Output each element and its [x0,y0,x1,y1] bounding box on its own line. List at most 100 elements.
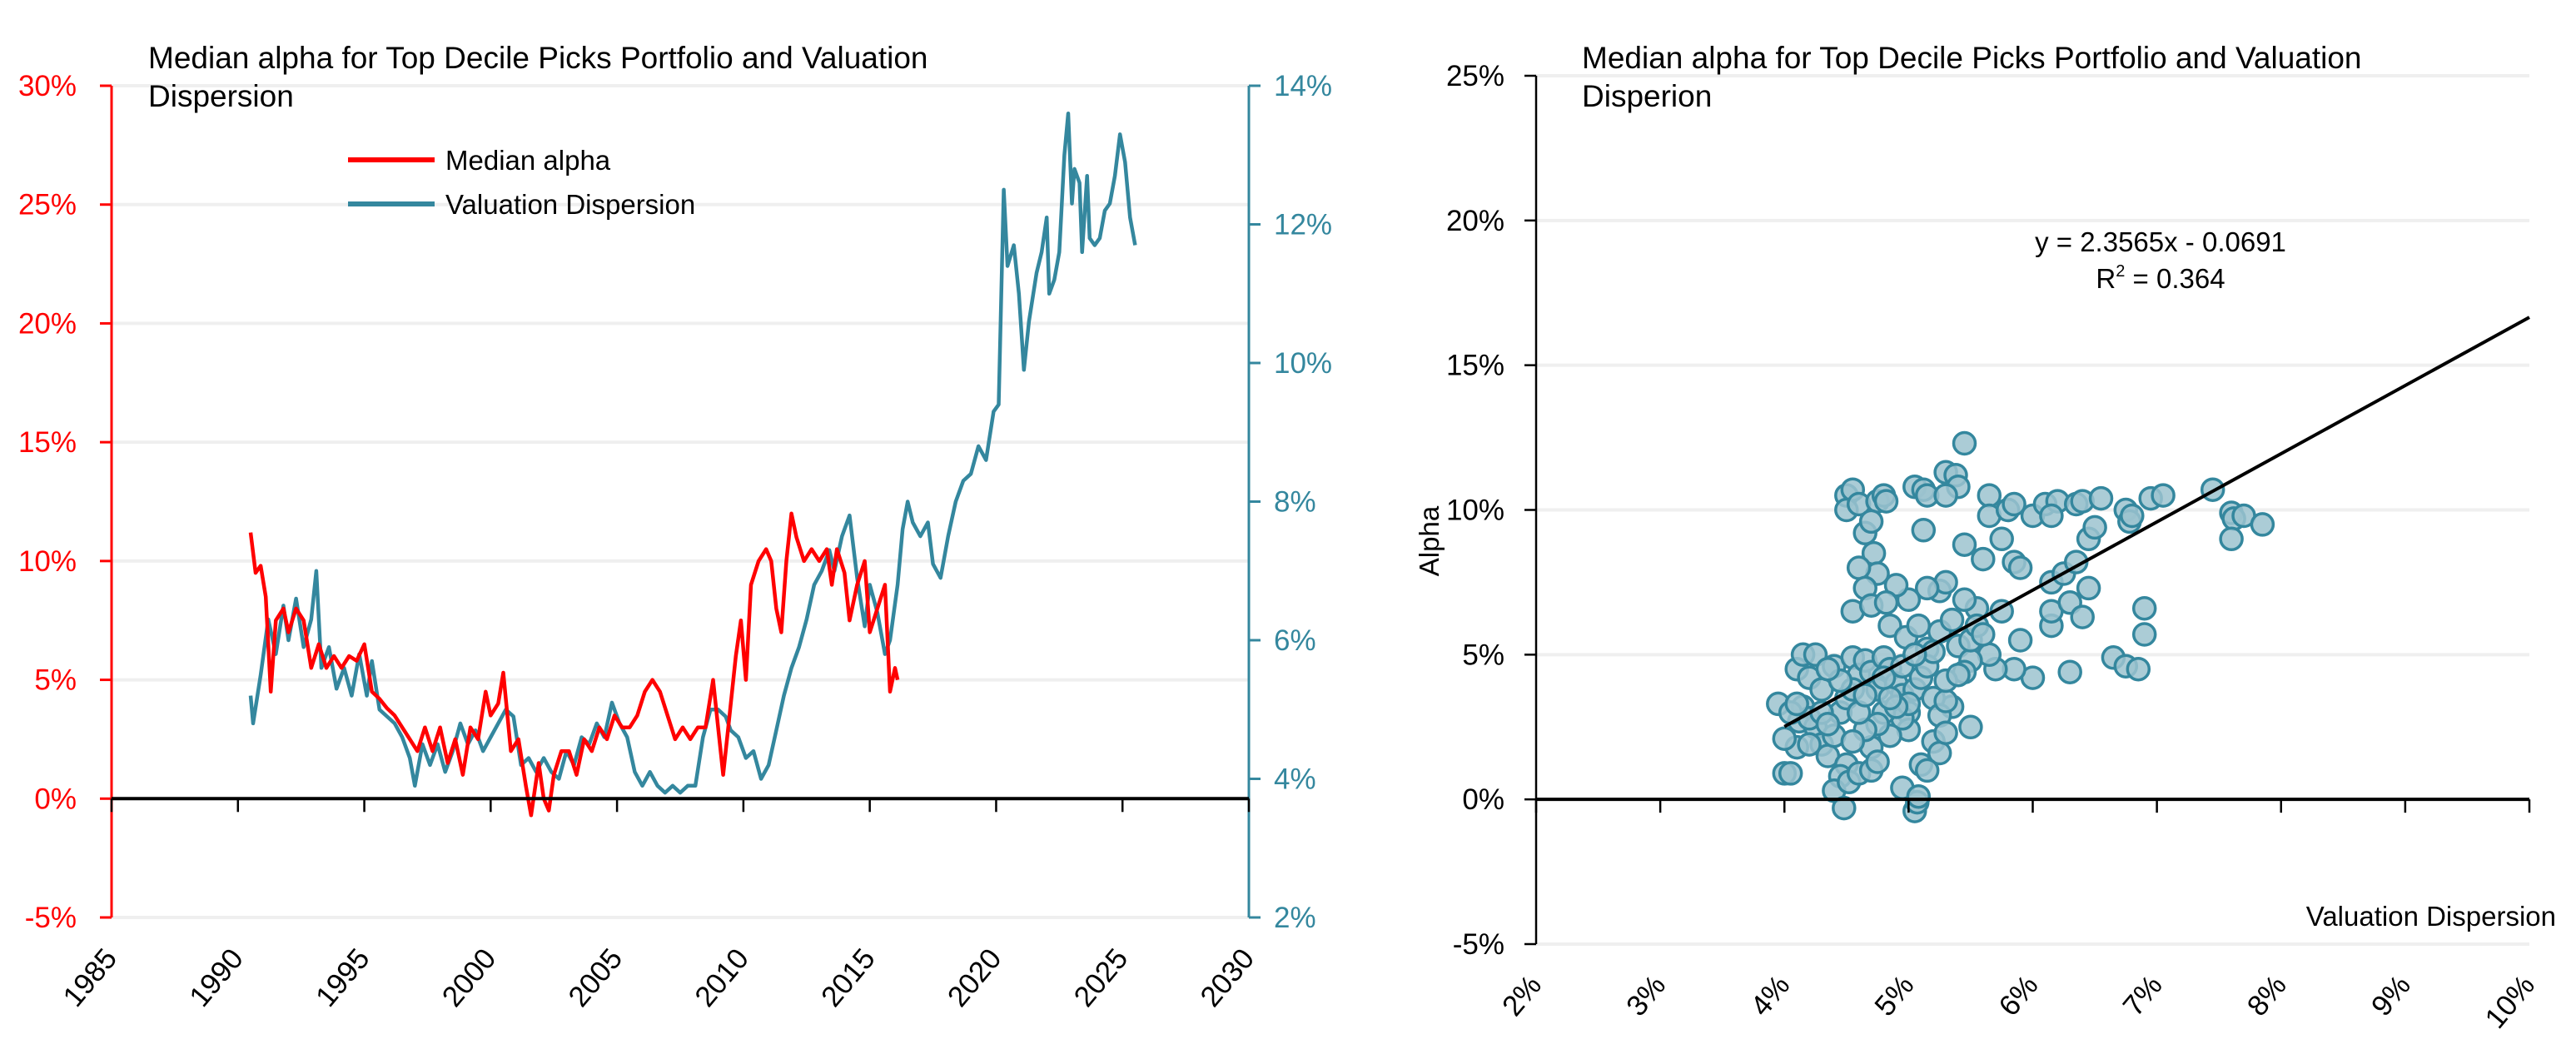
scatter-point [1852,683,1877,708]
scatter-point [1971,622,1996,647]
scatter-point [1933,689,1958,713]
right-y-tick-label: 2% [1274,902,1316,934]
right-y-tick-label: 12% [1274,209,1332,241]
legend-label-median-alpha: Median alpha [445,145,611,176]
scatter-point [2007,555,2033,580]
scatter-point [1873,590,1899,615]
x-tick-label: 9% [2365,969,2417,1022]
valuation-dispersion-line [248,112,1137,795]
scatter-point [1778,761,1803,786]
scatter-point [1840,728,1866,754]
y-axis-label: Alpha [1414,505,1445,576]
scatter-point [1906,613,1932,639]
scatter-point [2151,483,2176,508]
left-y-tick-label: 30% [18,70,77,102]
scatter-point [2007,628,2033,653]
scatter-point [2250,512,2275,537]
scatter-point [1797,732,1822,757]
x-tick-label: 2030 [1194,942,1261,1013]
scatter-point [1772,726,1798,751]
left-chart-title-line1: Median alpha for Top Decile Picks Portfo… [148,41,928,75]
scatter-point [1906,783,1932,809]
left-y-tick-label: 25% [18,189,77,221]
scatter-point [1911,518,1937,543]
scatter-point [2002,491,2026,517]
scatter-point [2039,503,2064,529]
x-tick-label: 6% [1992,969,2044,1022]
right-gridlines [1536,74,2529,946]
scatter-point [1952,532,1977,557]
scatter-chart: Median alpha for Top Decile Picks Portfo… [1414,41,2556,1035]
y-tick-label: 10% [1446,495,1504,527]
scatter-point [1784,691,1809,717]
y-tick-label: 25% [1446,60,1504,92]
scatter-point [1832,795,1857,821]
scatter-point [2131,622,2157,647]
left-y-tick-label: 15% [18,426,77,459]
median-alpha-line [248,511,900,818]
trendline-r-squared: R2 = 0.364 [2096,262,2225,294]
scatter-point [2219,526,2244,552]
time-series-chart: Median alpha for Top Decile Picks Portfo… [18,41,1332,1013]
right-y-tick-label: 4% [1274,763,1316,796]
x-tick-label: 4% [1744,969,1796,1022]
scatter-point [1952,430,1977,456]
scatter-point [2131,595,2157,621]
scatter-point [1952,587,1977,613]
scatter-point [2120,503,2145,529]
scatter-point [1815,656,1841,682]
right-chart-title-line2: Disperion [1582,79,1712,113]
scatter-point [2057,659,2082,684]
right-y-tick-label: 6% [1274,624,1316,657]
x-tick-label: 2005 [562,942,629,1013]
scatter-point [2126,656,2151,682]
left-y-tick-label: 20% [18,307,77,340]
right-chart-title-line1: Median alpha for Top Decile Picks Portfo… [1582,41,2362,75]
legend: Median alpha Valuation Dispersion [348,145,695,220]
left-gridlines [112,84,1249,919]
x-tick-label: 3% [1620,969,1672,1022]
x-tick-label: 5% [1868,969,1920,1022]
left-y-tick-label: 0% [34,783,77,815]
scatter-point [1977,483,2002,508]
scatter-point [1865,749,1890,774]
x-tick-label: 2000 [436,942,503,1013]
scatter-point [1846,555,1872,580]
scatter-point [1877,685,1902,711]
left-chart-title-line2: Dispersion [148,79,294,113]
scatter-point [2070,604,2095,629]
scatter-points [1766,430,2275,823]
scatter-point [2088,485,2114,511]
legend-label-valuation-dispersion: Valuation Dispersion [445,189,695,220]
x-tick-label: 1990 [183,942,250,1013]
trendline-equation: y = 2.3565x - 0.0691 [2035,226,2286,257]
scatter-point [1858,509,1884,534]
x-tick-label: 2015 [815,942,882,1013]
scatter-point [1939,607,1965,633]
y-tick-label: 15% [1446,350,1504,382]
x-tick-label: 8% [2240,969,2292,1022]
right-y-tick-label: 8% [1274,486,1316,519]
x-tick-label: 2020 [942,942,1008,1013]
scatter-point [1914,575,1940,601]
scatter-point [1971,546,1996,572]
x-tick-label: 2010 [689,942,755,1013]
x-tick-label: 1985 [57,942,123,1013]
scatter-point [1877,613,1902,639]
scatter-point [2082,515,2107,540]
scatter-point [1933,483,1958,508]
x-tick-label: 2% [1496,969,1548,1022]
x-axis-label: Valuation Dispersion [2306,901,2556,932]
scatter-point [1815,712,1841,737]
x-tick-label: 1995 [310,942,376,1013]
scatter-point [1873,489,1899,514]
left-series [248,112,1137,818]
right-y-tick-label: 10% [1274,347,1332,380]
left-y-tick-label: -5% [25,902,77,934]
scatter-point [1958,714,1983,740]
trendline-group [1783,316,2530,728]
y-tick-label: 5% [1462,639,1504,671]
scatter-point [1914,758,1940,783]
x-tick-label: 2025 [1067,942,1134,1013]
